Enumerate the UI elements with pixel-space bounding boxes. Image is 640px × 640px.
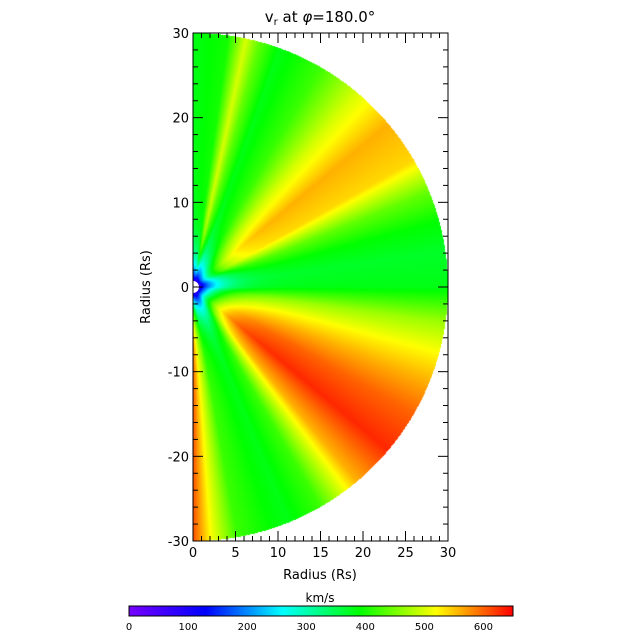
y-minor-ticks <box>193 49 448 525</box>
x-tick-labels: 0 5 10 15 20 25 30 <box>189 546 456 561</box>
y-tick-label: 20 <box>172 112 189 127</box>
title-subscript: r <box>274 17 279 28</box>
y-tick-labels: -30 -20 -10 0 10 20 30 <box>168 27 189 550</box>
colorbar-tick-label: 100 <box>179 622 198 633</box>
y-tick-label: -10 <box>168 366 189 381</box>
title-main: v <box>265 8 274 26</box>
colorbar-tick-label: 500 <box>415 622 434 633</box>
colorbar-label: km/s <box>306 591 335 605</box>
x-tick-label: 30 <box>440 546 457 561</box>
x-tick-label: 25 <box>397 546 414 561</box>
x-major-ticks <box>192 33 449 541</box>
y-tick-label: -20 <box>168 450 189 465</box>
x-tick-label: 10 <box>270 546 287 561</box>
x-tick-label: 0 <box>189 546 197 561</box>
chart-title: vr at φ=180.0° <box>265 8 376 28</box>
x-tick-label: 20 <box>355 546 372 561</box>
y-tick-label: -30 <box>168 535 189 550</box>
x-axis-label: Radius (Rs) <box>283 568 357 583</box>
y-major-ticks <box>193 32 448 542</box>
y-tick-label: 10 <box>172 196 189 211</box>
title-rest: at <box>278 8 303 26</box>
x-tick-label: 5 <box>231 546 239 561</box>
y-tick-label: 30 <box>172 27 189 42</box>
colorbar-tick-label: 400 <box>356 622 375 633</box>
colorbar-gradient <box>129 606 513 616</box>
colorbar-tick-label: 600 <box>474 622 493 633</box>
colorbar-tick-label: 200 <box>238 622 257 633</box>
y-axis-label: Radius (Rs) <box>139 250 154 324</box>
velocity-heatmap <box>193 33 448 541</box>
x-tick-label: 15 <box>312 546 329 561</box>
title-value: =180.0° <box>312 8 375 26</box>
colorbar-frame <box>128 605 514 617</box>
colorbar-tick-labels: 0 100 200 300 400 500 600 <box>126 622 493 633</box>
y-tick-label: 0 <box>181 281 189 296</box>
colorbar-tick-label: 0 <box>126 622 132 633</box>
colorbar-tick-label: 300 <box>297 622 316 633</box>
title-phi: φ <box>302 8 312 26</box>
x-minor-ticks <box>201 33 440 541</box>
